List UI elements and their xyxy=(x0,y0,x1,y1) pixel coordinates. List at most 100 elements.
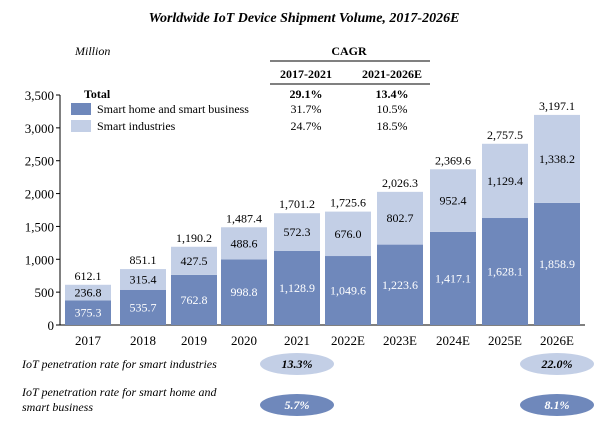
value-label-smart-home: 1,417.1 xyxy=(435,271,471,285)
bar-group: 1,628.1 1,129.4 2,757.5 xyxy=(482,128,528,325)
bar-group: 1,128.9 572.3 1,701.2 xyxy=(274,197,320,325)
cagr-col-2021-2026: 2021-2026E xyxy=(362,67,422,81)
bar-smart-home xyxy=(325,256,371,325)
x-tick-label: 2017 xyxy=(75,333,102,348)
value-label-smart-industries: 488.6 xyxy=(231,236,258,250)
bar-smart-home xyxy=(534,202,580,325)
value-label-total: 2,026.3 xyxy=(382,176,418,190)
value-label-total: 2,757.5 xyxy=(487,128,523,142)
cagr-total-2017-2021: 29.1% xyxy=(290,87,323,101)
bars: 375.3 236.8 612.1 535.7 315.4 851.1 762.8 427.5… xyxy=(65,99,580,325)
value-label-smart-industries: 952.4 xyxy=(440,194,467,208)
bar-group: 998.8 488.6 1,487.4 xyxy=(221,211,267,325)
bar-smart-home xyxy=(377,244,423,325)
bar-smart-home xyxy=(65,300,111,325)
bar-group: 1,223.6 802.7 2,026.3 xyxy=(377,176,423,325)
bar-smart-home xyxy=(482,218,528,325)
value-label-total: 1,701.2 xyxy=(279,197,315,211)
value-label-smart-home: 1,628.1 xyxy=(487,265,523,279)
value-label-smart-home: 375.3 xyxy=(75,306,102,320)
penetration-value: 5.7% xyxy=(285,398,310,412)
y-tick-label: 1,500 xyxy=(25,219,54,234)
penetration-smart-home-label-line1: IoT penetration rate for smart home and xyxy=(21,385,217,399)
legend-swatch-smart-home xyxy=(71,103,91,115)
y-tick-label: 3,000 xyxy=(25,121,54,136)
penetration-pill xyxy=(520,353,594,375)
bar-smart-industries xyxy=(65,284,111,301)
bar-group: 762.8 427.5 1,190.2 xyxy=(171,231,217,325)
x-tick-label: 2021 xyxy=(284,333,310,348)
bar-group: 1,858.9 1,338.2 3,197.1 xyxy=(534,99,580,325)
legend-swatch-smart-industries xyxy=(71,120,91,132)
bar-smart-industries xyxy=(430,169,476,232)
penetration-pill xyxy=(260,353,334,375)
legend-label-smart-home: Smart home and smart business xyxy=(97,102,249,116)
bar-smart-home xyxy=(221,259,267,325)
penetration-pills: 13.3% 22.0% 5.7% 8.1% xyxy=(260,353,594,416)
cagr-smart-home-2017-2021: 31.7% xyxy=(291,102,322,116)
x-tick-label: 2023E xyxy=(383,333,417,348)
penetration-pill xyxy=(520,394,594,416)
bar-smart-industries xyxy=(120,269,166,290)
bar-smart-industries xyxy=(482,143,528,219)
bar-group: 375.3 236.8 612.1 xyxy=(65,269,111,325)
penetration-smart-industries-label: IoT penetration rate for smart industrie… xyxy=(21,357,217,371)
legend-label-smart-industries: Smart industries xyxy=(97,119,176,133)
value-label-total: 2,369.6 xyxy=(435,153,471,167)
y-tick-label: 3,500 xyxy=(25,88,54,103)
x-axis-labels: 2017 2018 2019 2020 2021 2022E 2023E 2024E 2025E… xyxy=(75,333,574,348)
bar-smart-industries xyxy=(377,191,423,245)
value-label-smart-industries: 802.7 xyxy=(387,211,414,225)
penetration-value: 13.3% xyxy=(282,357,313,371)
x-tick-label: 2019 xyxy=(181,333,207,348)
cagr-smart-industries-2017-2021: 24.7% xyxy=(291,119,322,133)
cagr-total-2021-2026: 13.4% xyxy=(376,87,409,101)
value-label-smart-home: 1,858.9 xyxy=(539,257,575,271)
x-tick-label: 2020 xyxy=(231,333,257,348)
unit-label: Million xyxy=(74,44,110,58)
value-label-total: 3,197.1 xyxy=(539,99,575,113)
y-tick-label: 2,500 xyxy=(25,154,54,169)
bar-smart-home xyxy=(274,250,320,325)
value-label-smart-industries: 236.8 xyxy=(75,286,102,300)
bar-smart-home xyxy=(171,274,217,325)
bar-smart-industries xyxy=(325,211,371,257)
value-label-total: 851.1 xyxy=(130,253,157,267)
value-label-smart-home: 998.8 xyxy=(231,285,258,299)
value-label-total: 1,487.4 xyxy=(226,211,262,225)
value-label-smart-home: 1,223.6 xyxy=(382,278,418,292)
chart-title: Worldwide IoT Device Shipment Volume, 20… xyxy=(149,11,460,26)
value-label-total: 1,725.6 xyxy=(330,196,366,210)
penetration-value: 8.1% xyxy=(545,398,570,412)
value-label-smart-industries: 676.0 xyxy=(335,227,362,241)
bar-group: 535.7 315.4 851.1 xyxy=(120,253,166,325)
penetration-value: 22.0% xyxy=(541,357,573,371)
value-label-total: 612.1 xyxy=(75,269,102,283)
y-tick-label: 500 xyxy=(35,285,55,300)
penetration-smart-home-label-line2: smart business xyxy=(22,400,93,414)
bar-group: 1,417.1 952.4 2,369.6 xyxy=(430,153,476,325)
x-tick-label: 2024E xyxy=(436,333,470,348)
value-label-smart-industries: 572.3 xyxy=(284,225,311,239)
value-label-smart-industries: 1,338.2 xyxy=(539,152,575,166)
x-tick-label: 2026E xyxy=(540,333,574,348)
y-tick-label: 0 xyxy=(48,318,55,333)
penetration-pill xyxy=(260,394,334,416)
bar-smart-home xyxy=(430,231,476,325)
y-tick-label: 1,000 xyxy=(25,252,54,267)
x-tick-label: 2022E xyxy=(331,333,365,348)
value-label-smart-home: 1,049.6 xyxy=(330,284,366,298)
cagr-title: CAGR xyxy=(331,44,367,58)
value-label-total: 1,190.2 xyxy=(176,231,212,245)
x-tick-label: 2025E xyxy=(488,333,522,348)
bar-smart-home xyxy=(120,289,166,325)
y-axis: 0 500 1,000 1,500 2,000 2,500 3,000 3,500 xyxy=(25,88,585,333)
bar-smart-industries xyxy=(221,227,267,260)
bar-smart-industries xyxy=(274,213,320,251)
cagr-smart-industries-2021-2026: 18.5% xyxy=(377,119,408,133)
value-label-smart-industries: 427.5 xyxy=(181,254,208,268)
value-label-smart-home: 762.8 xyxy=(181,293,208,307)
legend-total-label: Total xyxy=(84,87,111,101)
value-label-smart-home: 535.7 xyxy=(130,300,157,314)
